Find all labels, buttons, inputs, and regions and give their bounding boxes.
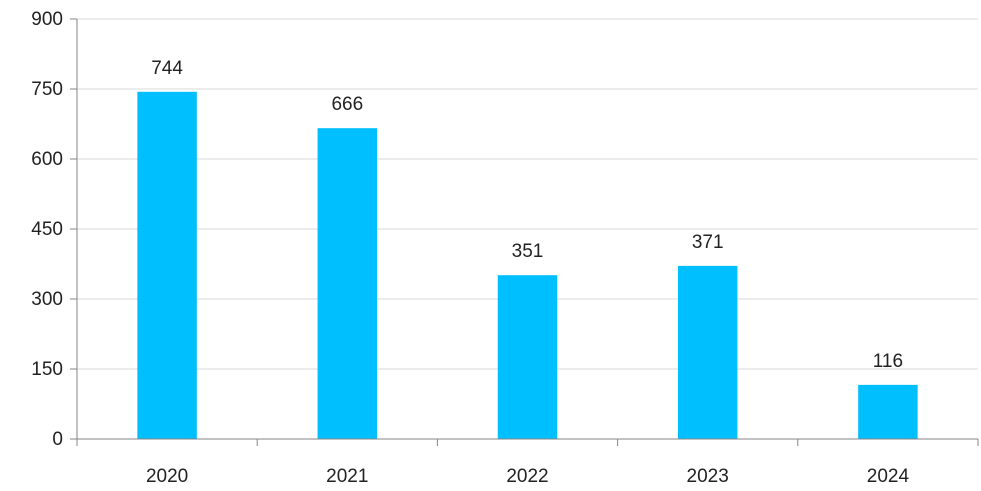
data-label-2023: 371: [692, 232, 724, 253]
bar-2024: [858, 384, 918, 439]
data-labels: 744 666 351 371 116: [151, 58, 903, 372]
x-tick-label-2024: 2024: [867, 466, 910, 487]
y-tick-label: 0: [52, 429, 63, 450]
bar-2022: [497, 275, 558, 439]
x-tick-label-2021: 2021: [326, 466, 368, 487]
bar-2020: [137, 91, 197, 440]
x-tick-label-2022: 2022: [506, 466, 548, 487]
data-label-2024: 116: [873, 351, 903, 372]
data-label-2022: 351: [512, 241, 544, 262]
bar-2021: [317, 128, 378, 439]
gridlines: [77, 18, 978, 370]
y-tick-label: 750: [31, 79, 63, 100]
bars: [137, 91, 918, 440]
y-tick-label: 150: [31, 359, 63, 380]
data-label-2020: 744: [151, 58, 183, 79]
x-tick-label-2020: 2020: [146, 466, 188, 487]
y-axis-ticks: 0 150 300 450 600 750 900: [31, 9, 77, 450]
y-tick-label: 600: [31, 149, 63, 170]
y-tick-label: 450: [31, 219, 63, 240]
y-tick-label: 300: [31, 289, 63, 310]
x-tick-label-2023: 2023: [687, 466, 729, 487]
x-axis-ticks: 2020 2021 2022 2023 2024: [76, 439, 979, 487]
data-label-2021: 666: [331, 94, 363, 115]
y-tick-label: 900: [31, 9, 63, 30]
bar-2023: [677, 265, 738, 439]
